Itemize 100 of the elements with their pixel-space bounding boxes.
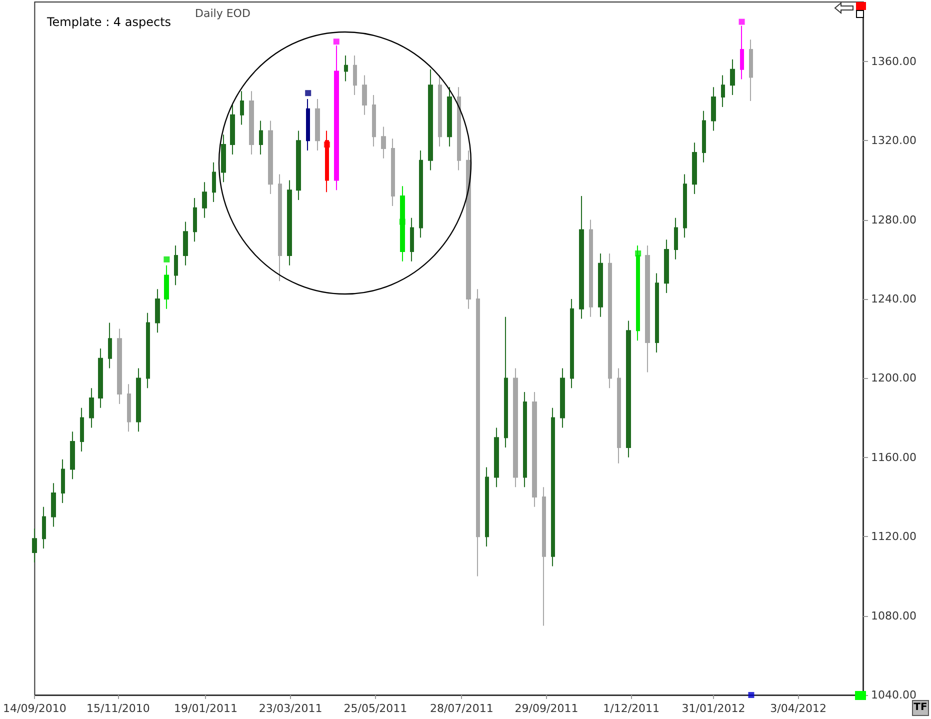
candlestick bbox=[127, 384, 131, 432]
candlestick bbox=[419, 150, 423, 238]
candlestick bbox=[523, 392, 527, 488]
candlestick bbox=[428, 68, 433, 171]
candlestick bbox=[287, 180, 292, 266]
candlestick bbox=[589, 219, 593, 318]
candlestick bbox=[579, 196, 584, 320]
candlestick bbox=[249, 90, 254, 155]
candlestick bbox=[117, 328, 122, 404]
candlestick bbox=[542, 486, 546, 626]
point bbox=[738, 18, 745, 25]
candlestick bbox=[391, 138, 395, 206]
candlestick bbox=[711, 86, 716, 132]
point bbox=[748, 692, 754, 698]
candlestick bbox=[51, 482, 56, 528]
candlestick bbox=[325, 130, 329, 193]
candlestick bbox=[438, 74, 442, 148]
candlestick bbox=[174, 245, 178, 286]
candlestick bbox=[664, 239, 669, 294]
candlestick bbox=[560, 368, 565, 428]
candlestick bbox=[608, 252, 612, 389]
y-tick-label: 1240.00 bbox=[871, 292, 916, 306]
candlestick bbox=[702, 110, 706, 163]
candlestick bbox=[306, 98, 310, 151]
candlestick bbox=[504, 316, 508, 448]
candlestick bbox=[485, 466, 489, 547]
candlestick bbox=[89, 388, 94, 428]
y-tick-label: 1200.00 bbox=[871, 372, 916, 385]
candlestick bbox=[146, 312, 150, 389]
point bbox=[305, 90, 312, 96]
candlestick bbox=[362, 74, 367, 116]
text: TF bbox=[912, 700, 929, 716]
candlestick bbox=[98, 348, 103, 408]
point bbox=[399, 218, 406, 225]
candlestick bbox=[476, 288, 480, 577]
x-tick-label: 14/09/2010 bbox=[2, 702, 66, 715]
x-tick-label: 15/11/2010 bbox=[86, 702, 150, 715]
candlestick bbox=[683, 174, 687, 238]
text: Template : 4 aspects bbox=[46, 15, 172, 29]
candlestick bbox=[598, 252, 603, 318]
candlestick bbox=[136, 368, 141, 432]
x-tick-label: 28/07/2011 bbox=[430, 702, 494, 715]
candlestick bbox=[259, 120, 263, 155]
candlestick bbox=[636, 245, 640, 342]
y-tick-label: 1040.00 bbox=[871, 688, 916, 702]
candlestick bbox=[164, 264, 169, 310]
candlestick bbox=[221, 134, 226, 183]
candlestick bbox=[315, 98, 320, 151]
candlestick bbox=[721, 74, 725, 108]
candlestick bbox=[730, 58, 735, 96]
point bbox=[164, 256, 170, 262]
candlestick bbox=[749, 39, 753, 102]
candlestick bbox=[645, 245, 650, 373]
candlestick bbox=[32, 528, 37, 563]
y-tick-label: 1280.00 bbox=[871, 213, 916, 226]
x-tick-label: 19/01/2011 bbox=[174, 702, 238, 715]
candlestick bbox=[353, 54, 357, 96]
candlestick bbox=[570, 298, 574, 389]
candlestick bbox=[457, 86, 461, 171]
candlestick bbox=[61, 458, 65, 504]
x-tick-label: 1/12/2011 bbox=[603, 702, 660, 715]
candlestick bbox=[212, 162, 216, 202]
candlestick bbox=[183, 221, 188, 266]
candlestick bbox=[617, 368, 621, 464]
candlestick bbox=[278, 174, 282, 282]
y-tick-label: 1360.00 bbox=[871, 54, 916, 68]
point bbox=[333, 38, 340, 45]
candlestick bbox=[193, 198, 197, 242]
candlestick bbox=[155, 288, 160, 334]
candlestick bbox=[42, 506, 46, 549]
candlestick bbox=[230, 104, 235, 155]
x-tick-label: 3/04/2012 bbox=[770, 702, 827, 715]
candlestick bbox=[80, 407, 84, 452]
candlestick bbox=[466, 150, 471, 310]
candlestick bbox=[674, 217, 678, 260]
x-tick-label: 31/01/2012 bbox=[682, 702, 746, 715]
y-tick-label: 1320.00 bbox=[871, 134, 916, 148]
candlestick bbox=[381, 126, 386, 159]
text: Daily EOD bbox=[195, 7, 250, 20]
candlestick bbox=[447, 86, 452, 148]
candlestick bbox=[268, 120, 273, 195]
candlestick bbox=[240, 90, 244, 126]
x-tick-label: 23/03/2011 bbox=[258, 702, 322, 715]
y-tick-label: 1080.00 bbox=[871, 609, 916, 622]
candlestick bbox=[344, 54, 348, 82]
point bbox=[635, 250, 642, 256]
candlestick bbox=[626, 320, 631, 458]
x-tick-label: 25/05/2011 bbox=[344, 702, 408, 715]
candlestick bbox=[551, 407, 555, 567]
point bbox=[324, 142, 330, 148]
candlestick bbox=[296, 130, 301, 200]
candlestick bbox=[400, 186, 405, 262]
candlestick bbox=[372, 94, 376, 148]
y-tick-label: 1160.00 bbox=[871, 450, 916, 464]
y-tick-label: 1120.00 bbox=[871, 530, 916, 544]
candlestick bbox=[70, 431, 75, 480]
x-tick-label: 29/09/2011 bbox=[514, 702, 578, 715]
candlestick bbox=[655, 272, 659, 353]
candlestick bbox=[494, 427, 499, 488]
candlestick bbox=[532, 392, 537, 508]
